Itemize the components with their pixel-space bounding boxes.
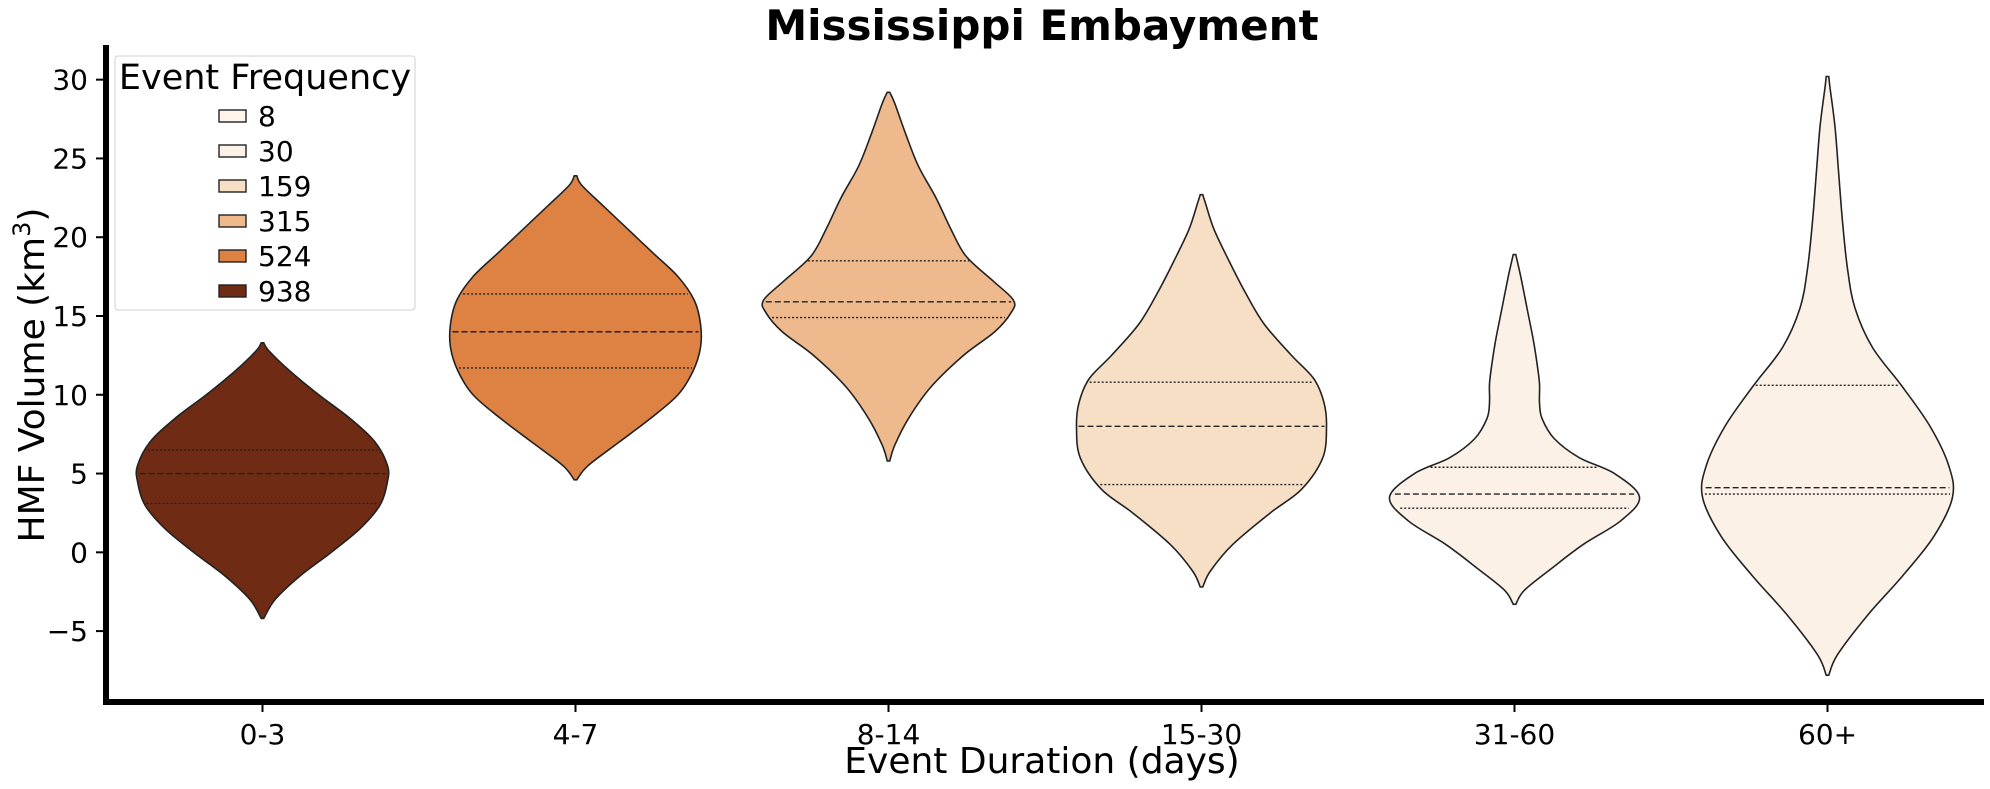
- x-tick-label: 8-14: [857, 718, 921, 751]
- legend-label: 938: [258, 275, 311, 308]
- violin-60+: [1700, 75, 1955, 677]
- violin-body: [1388, 253, 1641, 606]
- legend-label: 8: [258, 100, 276, 133]
- legend-swatch: [218, 179, 247, 193]
- x-tick-label: 60+: [1798, 718, 1857, 751]
- y-axis-title-close: ): [12, 208, 53, 222]
- legend-label: 30: [258, 135, 294, 168]
- legend-swatch: [218, 249, 247, 263]
- violin-body: [1700, 75, 1955, 677]
- violin-body: [448, 174, 703, 481]
- x-tick-label: 0-3: [240, 718, 286, 751]
- chart-title: Mississippi Embayment: [765, 1, 1318, 50]
- violin-31-60: [1388, 253, 1641, 606]
- y-tick-label: 20: [52, 221, 88, 254]
- x-tick-label: 31-60: [1474, 718, 1555, 751]
- x-tick-label: 15-30: [1161, 718, 1242, 751]
- y-tick-label: 15: [52, 300, 88, 333]
- y-tick-label: 10: [52, 379, 88, 412]
- legend-frame: [114, 55, 416, 311]
- y-tick-label: 5: [70, 458, 88, 491]
- y-axis-title: HMF Volume (km3): [8, 208, 53, 543]
- y-axis-ticks: −5 0 5 10 15 20 25 30: [47, 64, 106, 648]
- y-axis-title-sup: 3: [8, 222, 36, 237]
- x-tick-label: 4-7: [553, 718, 599, 751]
- y-tick-label: 25: [52, 142, 88, 175]
- violin-body: [761, 91, 1016, 462]
- violin-15-30: [1075, 193, 1328, 588]
- y-tick-label: −5: [47, 615, 88, 648]
- legend-swatch: [218, 109, 247, 123]
- violin-body: [135, 341, 390, 620]
- violin-0-3: [135, 341, 390, 620]
- legend-swatch: [218, 284, 247, 298]
- legend-swatch: [218, 214, 247, 228]
- legend-title: Event Frequency: [119, 58, 411, 98]
- y-tick-label: 30: [52, 64, 88, 97]
- violin-body: [1075, 193, 1328, 588]
- y-axis-title-base: HMF Volume (km: [12, 237, 53, 543]
- x-axis-title: Event Duration (days): [844, 741, 1239, 782]
- violin-8-14: [761, 91, 1016, 462]
- violin-4-7: [448, 174, 703, 481]
- legend-label: 524: [258, 240, 311, 273]
- y-tick-label: 0: [70, 536, 88, 569]
- legend-label: 315: [258, 205, 311, 238]
- violins-group: [135, 75, 1955, 677]
- legend-swatch: [218, 144, 247, 158]
- x-axis-ticks: 0-3 4-7 8-14 15-30 31-60 60+: [240, 702, 1857, 751]
- legend-label: 159: [258, 170, 311, 203]
